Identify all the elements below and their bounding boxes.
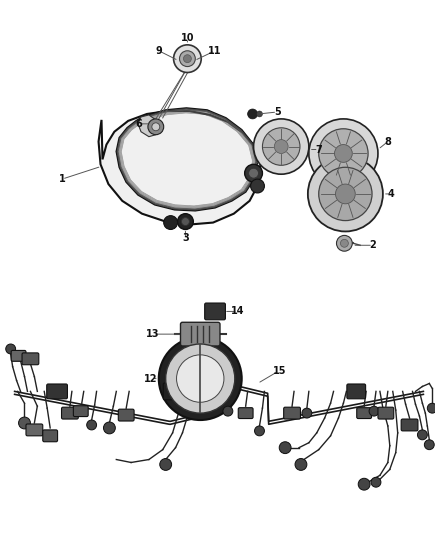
FancyBboxPatch shape [47, 384, 67, 399]
Circle shape [223, 406, 233, 416]
Circle shape [166, 344, 235, 413]
FancyBboxPatch shape [163, 383, 188, 400]
Circle shape [371, 477, 381, 487]
Circle shape [251, 179, 265, 193]
Text: 15: 15 [272, 366, 286, 376]
Circle shape [335, 144, 352, 163]
Circle shape [319, 129, 368, 178]
FancyBboxPatch shape [22, 353, 39, 365]
FancyBboxPatch shape [74, 406, 88, 417]
Circle shape [336, 236, 352, 251]
Text: 13: 13 [146, 329, 159, 339]
FancyBboxPatch shape [347, 384, 366, 399]
Circle shape [358, 478, 370, 490]
Circle shape [424, 440, 434, 450]
Circle shape [18, 417, 30, 429]
FancyBboxPatch shape [26, 424, 43, 436]
Circle shape [148, 119, 164, 135]
Circle shape [295, 458, 307, 471]
Text: 1: 1 [59, 174, 65, 184]
Circle shape [302, 408, 312, 418]
Circle shape [369, 406, 379, 416]
Circle shape [164, 216, 177, 230]
Circle shape [177, 214, 193, 230]
FancyBboxPatch shape [43, 430, 57, 442]
Text: 2: 2 [370, 240, 376, 251]
Circle shape [180, 51, 195, 67]
Circle shape [103, 422, 115, 434]
Circle shape [254, 119, 309, 174]
Polygon shape [138, 115, 161, 136]
FancyBboxPatch shape [284, 407, 300, 419]
Text: 4: 4 [388, 189, 394, 199]
FancyBboxPatch shape [357, 408, 371, 418]
Circle shape [340, 239, 348, 247]
Circle shape [262, 128, 300, 165]
Text: 12: 12 [144, 374, 158, 384]
Circle shape [254, 426, 265, 436]
FancyBboxPatch shape [401, 419, 418, 431]
Text: 9: 9 [155, 46, 162, 56]
Polygon shape [99, 111, 261, 224]
Circle shape [274, 140, 288, 154]
FancyBboxPatch shape [11, 350, 26, 361]
Circle shape [160, 458, 172, 471]
Circle shape [279, 442, 291, 454]
Text: 5: 5 [274, 107, 281, 117]
Circle shape [417, 430, 427, 440]
Circle shape [249, 168, 258, 178]
Circle shape [257, 111, 262, 117]
Text: 6: 6 [136, 119, 142, 129]
Circle shape [336, 184, 355, 204]
FancyBboxPatch shape [205, 303, 226, 320]
Circle shape [181, 217, 189, 225]
Text: 10: 10 [180, 33, 194, 43]
Circle shape [309, 119, 378, 188]
FancyBboxPatch shape [238, 408, 253, 418]
Circle shape [247, 109, 258, 119]
Text: 8: 8 [385, 136, 391, 147]
Circle shape [427, 403, 437, 413]
Circle shape [177, 355, 224, 402]
Circle shape [152, 123, 160, 131]
Circle shape [193, 330, 207, 344]
Circle shape [87, 420, 96, 430]
FancyBboxPatch shape [378, 407, 394, 419]
Text: 14: 14 [231, 306, 244, 317]
Circle shape [6, 344, 16, 354]
Circle shape [308, 156, 383, 231]
Text: 11: 11 [208, 46, 222, 56]
FancyBboxPatch shape [61, 407, 78, 419]
Circle shape [245, 164, 262, 182]
Circle shape [173, 45, 201, 72]
Circle shape [159, 337, 242, 420]
Text: 3: 3 [182, 233, 189, 244]
Circle shape [184, 55, 191, 62]
FancyBboxPatch shape [118, 409, 134, 421]
FancyBboxPatch shape [180, 322, 220, 346]
Circle shape [319, 167, 372, 221]
Text: 7: 7 [315, 144, 322, 155]
